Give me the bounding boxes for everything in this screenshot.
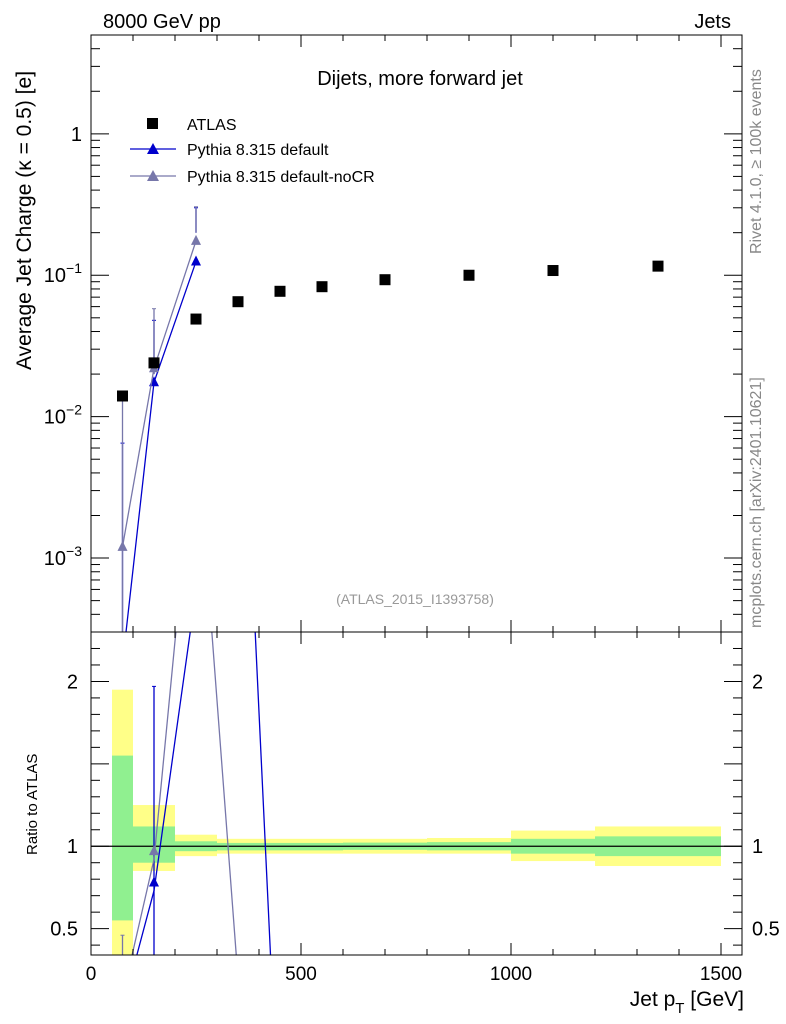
ratio-y-tick-label: 0.5 <box>50 919 78 941</box>
ratio-marker <box>149 876 159 887</box>
rivet-label: Rivet 4.1.0, ≥ 100k events <box>748 69 765 254</box>
ratio-y-tick-label-right: 0.5 <box>752 919 780 941</box>
ratio-y-axis-label: Ratio to ATLAS <box>24 754 41 855</box>
atlas-data-point <box>117 390 128 402</box>
ratio-series-line <box>131 632 237 955</box>
legend-pythia-default-label: Pythia 8.315 default <box>187 142 329 159</box>
y-tick-label: 10−2 <box>44 402 82 429</box>
main-triangle-marker <box>191 234 201 245</box>
main-data-layer <box>117 206 664 667</box>
legend-pythia-nocr-marker <box>147 170 159 181</box>
y-tick-exponent: −2 <box>66 402 82 418</box>
x-label-main: Jet p <box>630 988 676 1011</box>
atlas-data-point <box>316 281 328 293</box>
main-series-line <box>125 261 197 632</box>
y-tick-label: 1 <box>71 124 82 146</box>
legend-pythia-default-marker <box>147 143 159 154</box>
ratio-data-layer <box>91 632 742 955</box>
ratio-series-line <box>136 632 272 955</box>
main-triangle-marker <box>117 540 128 551</box>
header-right-label: Jets <box>694 11 731 33</box>
ratio-y-tick-label: 1 <box>67 836 78 858</box>
y-tick-base: 10 <box>44 265 66 287</box>
atlas-data-point <box>148 357 160 369</box>
y-label-kappa: κ <box>13 160 36 171</box>
ratio-y-tick-label-right: 2 <box>752 671 763 693</box>
atlas-data-point <box>652 260 664 272</box>
main-triangle-marker <box>191 255 201 266</box>
header-left-label: 8000 GeV pp <box>103 11 221 33</box>
ratio-plot-frame <box>90 631 743 956</box>
ratio-axis-ticks: 0 500 1000 1500 2 2 1 1 0.5 0.5 <box>50 632 780 985</box>
main-title: Dijets, more forward jet <box>317 68 523 90</box>
ratio-panel: 0 500 1000 1500 2 2 1 1 0.5 0.5 Ratio to ATLAS <box>24 631 780 985</box>
x-label-unit: [GeV] <box>684 988 744 1011</box>
mcplots-label: mcplots.cern.ch [arXiv:2401.10621] <box>748 377 765 628</box>
y-tick-exponent: −3 <box>66 543 82 559</box>
main-triangle-marker <box>118 657 128 667</box>
atlas-data-point <box>190 313 202 325</box>
y-label-suffix: = 0.5) [e] <box>13 71 36 160</box>
ratio-clipped-group <box>91 632 742 955</box>
x-tick-label: 1500 <box>700 964 742 985</box>
atlas-data-point <box>547 265 559 277</box>
y-tick-base: 1 <box>71 124 82 146</box>
y-tick-label: 10−3 <box>44 543 82 570</box>
atlas-data-point <box>232 296 244 308</box>
y-label-prefix: Average Jet Charge ( <box>13 171 36 370</box>
y-tick-base: 10 <box>44 548 66 570</box>
y-tick-exponent: −1 <box>66 260 82 276</box>
ratio-y-tick-label: 2 <box>67 671 78 693</box>
x-tick-label: 0 <box>86 964 97 985</box>
legend-pythia-nocr-label: Pythia 8.315 default-noCR <box>187 169 375 186</box>
legend: ATLAS Pythia 8.315 default Pythia 8.315 … <box>130 117 375 186</box>
ratio-band-inner <box>112 755 133 921</box>
atlas-data-point <box>463 269 475 281</box>
y-tick-label: 10−1 <box>44 260 82 287</box>
ratio-marker <box>149 845 159 856</box>
main-axis-ticks: 110−110−210−3 <box>44 34 742 633</box>
legend-atlas-marker <box>147 118 158 129</box>
atlas-data-point <box>274 285 286 297</box>
main-panel: 110−110−210−3 Dijets, more forward jet (… <box>13 34 743 667</box>
x-tick-label: 500 <box>285 964 317 985</box>
legend-atlas-label: ATLAS <box>187 117 237 134</box>
x-label-subscript: T <box>675 1000 684 1017</box>
main-clipped-group <box>117 206 664 667</box>
x-tick-label: 1000 <box>490 964 532 985</box>
main-series-line <box>121 240 197 547</box>
main-y-axis-label: Average Jet Charge (κ = 0.5) [e] <box>13 71 36 370</box>
ratio-y-tick-label-right: 1 <box>752 836 763 858</box>
analysis-watermark: (ATLAS_2015_I1393758) <box>336 591 494 607</box>
atlas-data-point <box>379 274 391 286</box>
y-tick-base: 10 <box>44 407 66 429</box>
x-axis-label: Jet pT [GeV] <box>630 988 744 1017</box>
